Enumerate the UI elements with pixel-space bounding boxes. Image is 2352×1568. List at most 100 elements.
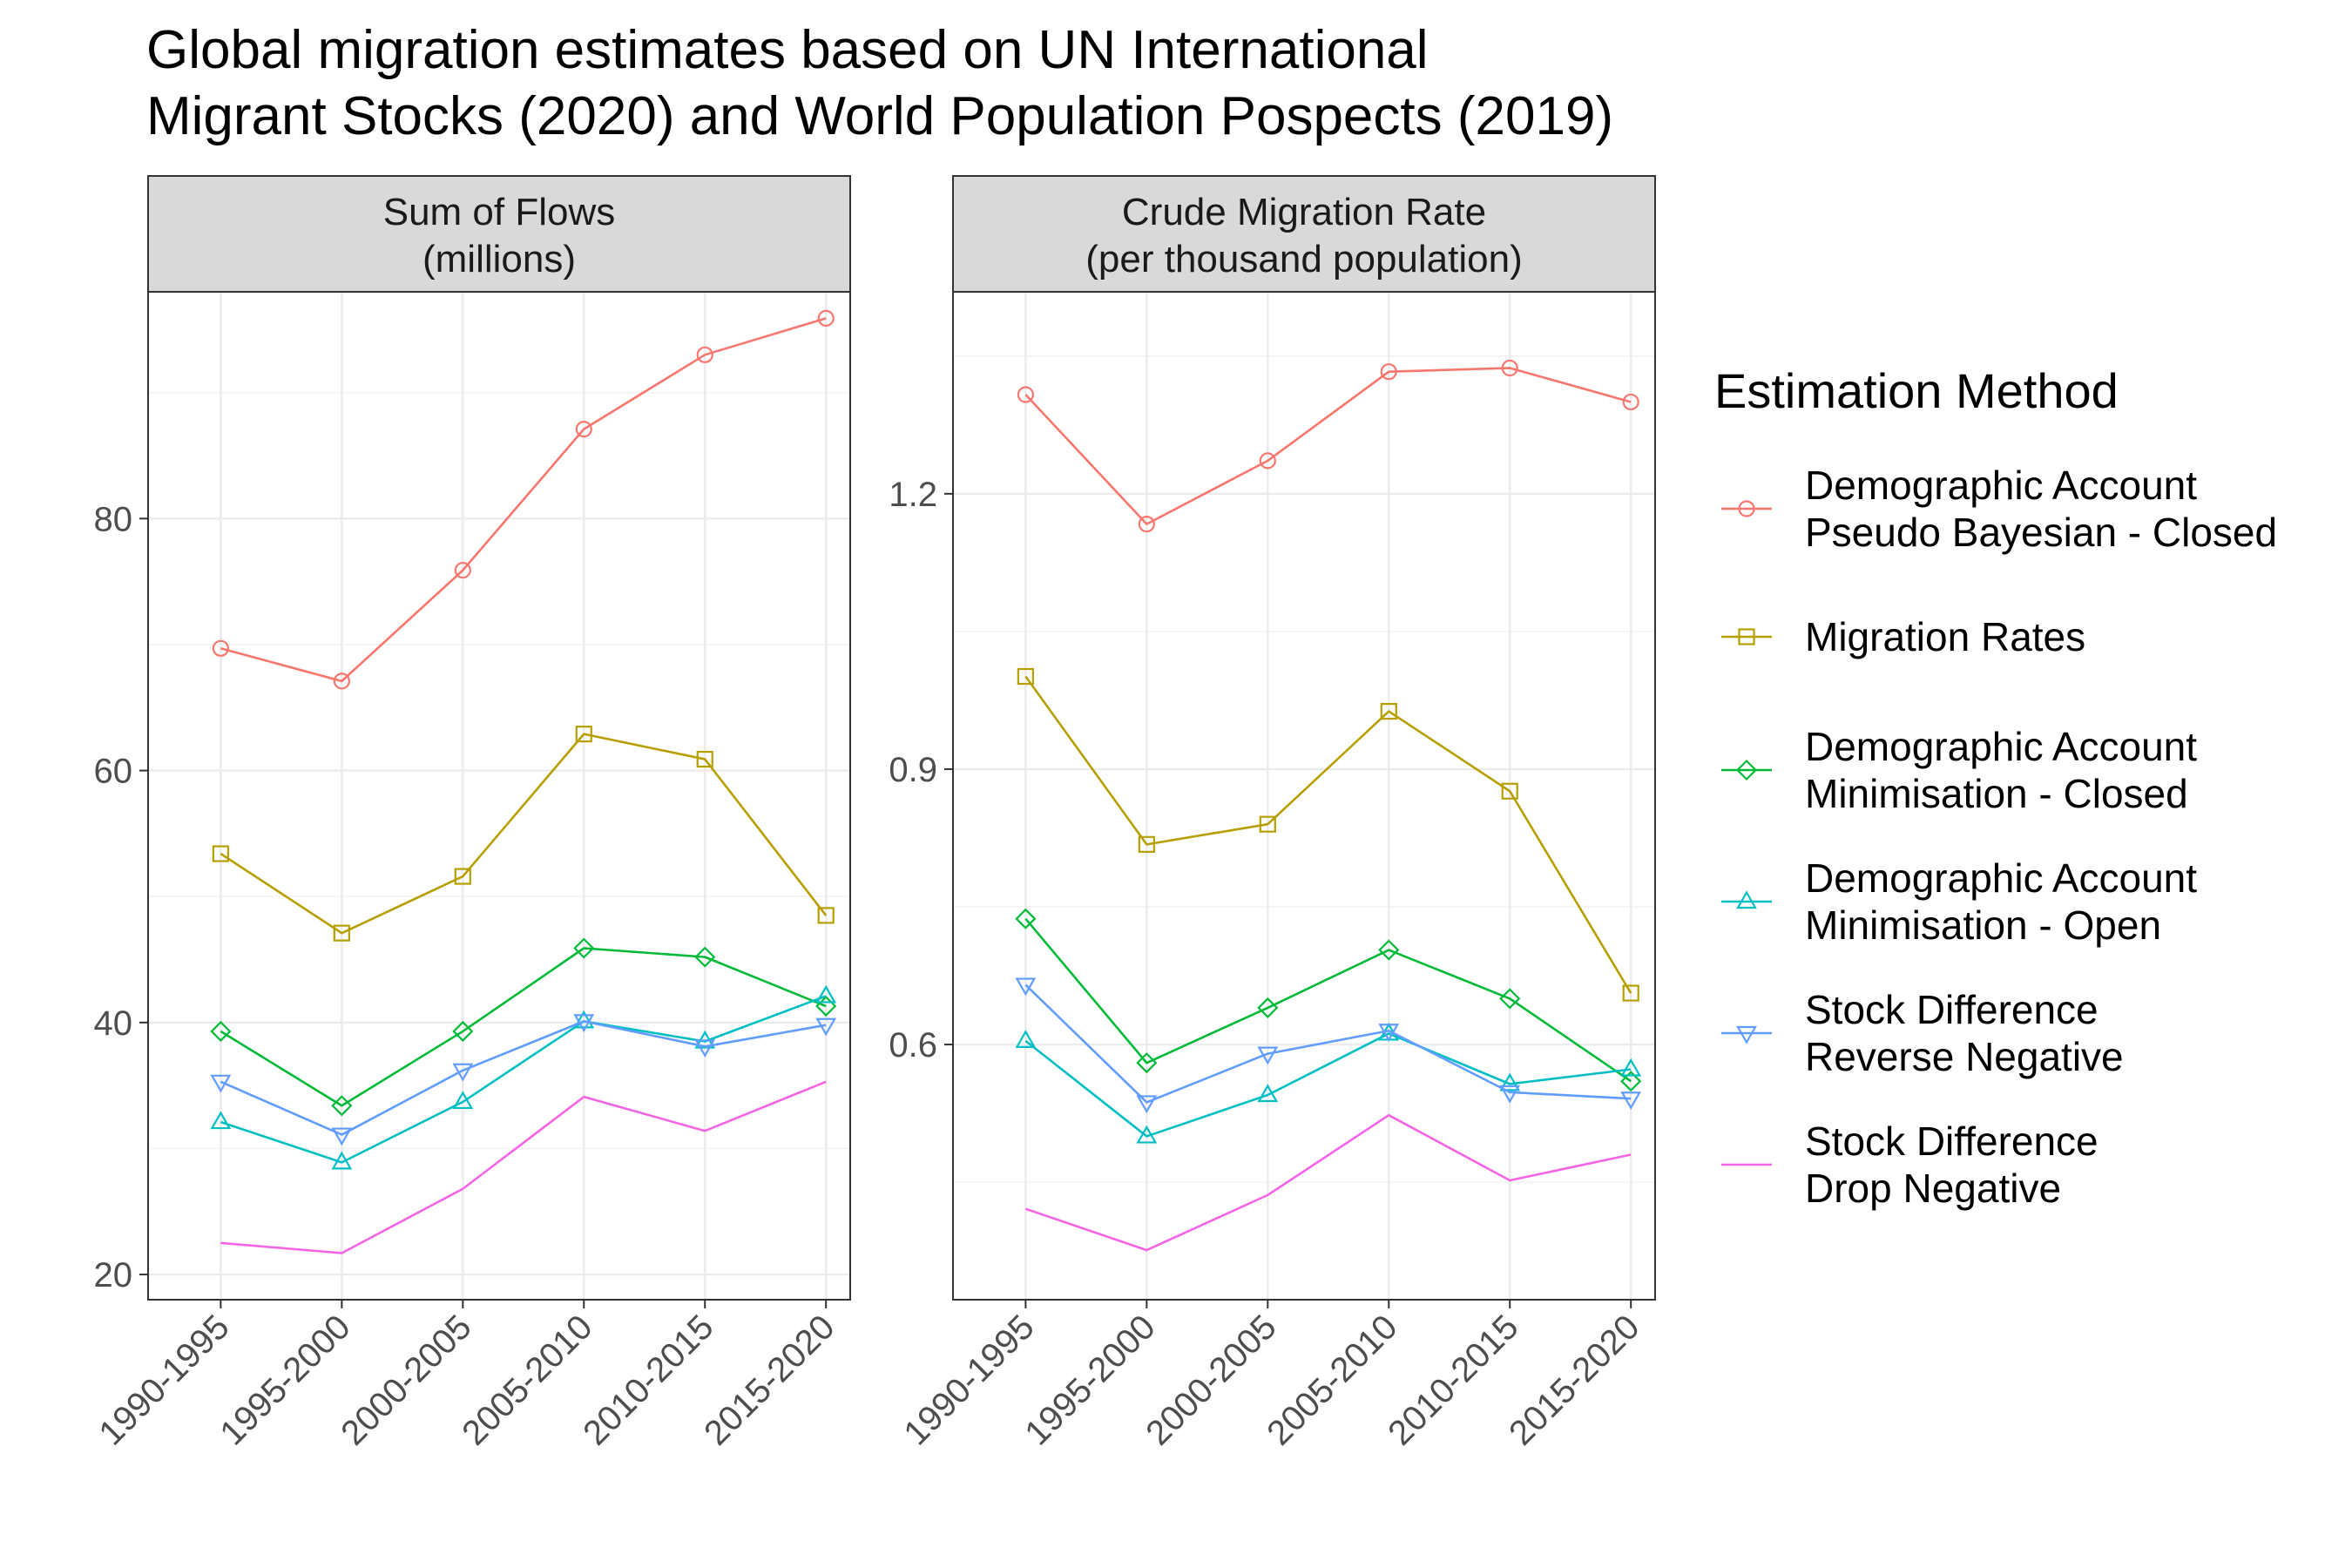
data-point: [1620, 1071, 1642, 1092]
legend-key-marker: [1738, 500, 1755, 517]
data-point: [696, 750, 713, 768]
legend-entry-label-line: Drop Negative: [1805, 1166, 2061, 1211]
data-point: [1622, 393, 1639, 411]
panel-border: [952, 291, 1656, 1301]
data-point: [573, 937, 595, 959]
data-point: [452, 1020, 474, 1043]
data-point: [1380, 702, 1397, 720]
data-point: [696, 346, 713, 363]
data-point: [1259, 815, 1276, 833]
series-line: [220, 317, 827, 683]
data-point: [573, 1010, 595, 1029]
y-axis-tick-label: 80: [94, 500, 133, 538]
data-point: [815, 984, 837, 1004]
plot-area: [953, 292, 1655, 1300]
data-point: [1620, 1092, 1642, 1110]
facet-strip-label-line: Sum of Flows: [383, 191, 616, 233]
data-point: [1378, 939, 1400, 961]
data-point: [212, 845, 229, 862]
data-point: [333, 924, 350, 942]
data-point: [575, 421, 592, 438]
data-point: [1499, 988, 1521, 1010]
y-axis-tick-label: 1.2: [889, 476, 937, 514]
panel-crude-migration-rate: Crude Migration Rate (per thousand popula…: [889, 175, 1656, 1453]
y-axis-tick-label: 60: [94, 753, 133, 791]
data-point: [452, 1091, 474, 1110]
data-point: [817, 309, 835, 327]
legend-key-marker: [1736, 1025, 1757, 1044]
data-point: [815, 1017, 837, 1037]
data-point: [1015, 977, 1037, 997]
series-line: [220, 733, 828, 935]
legend-key-marker: [1736, 890, 1757, 909]
series-line: [220, 947, 827, 1107]
series-line: [1024, 1032, 1632, 1138]
data-point: [1501, 359, 1518, 377]
facet-strip-label-line: Crude Migration Rate: [1122, 191, 1486, 233]
data-point: [331, 1095, 353, 1117]
data-point: [210, 1020, 232, 1043]
series-line: [1024, 917, 1632, 1083]
legend-entry-label-line: Minimisation - Open: [1805, 902, 2161, 948]
facet-strip: [147, 175, 851, 293]
legend-entry-label-line: Demographic Account: [1805, 855, 2197, 901]
data-point: [333, 672, 350, 690]
legend-key-marker: [1738, 628, 1755, 645]
data-point: [454, 562, 471, 579]
data-point: [1499, 1072, 1521, 1092]
chart-title-line-2: Migrant Stocks (2020) and World Populati…: [146, 86, 1613, 146]
data-point: [452, 1063, 474, 1082]
data-point: [1620, 1058, 1642, 1077]
data-point: [1015, 1030, 1037, 1048]
legend-entry-label-line: Minimisation - Closed: [1805, 771, 2188, 816]
legend-entry-label-line: Reverse Negative: [1805, 1034, 2124, 1079]
series-line: [220, 1080, 827, 1254]
data-point: [331, 1151, 353, 1170]
data-point: [212, 639, 229, 657]
panel-sum-of-flows: Sum of Flows(millions)204060801990-19951…: [91, 175, 851, 1453]
facet-strip: [952, 175, 1656, 293]
data-point: [210, 1074, 232, 1093]
data-point: [1017, 667, 1034, 686]
data-point: [1136, 1125, 1158, 1144]
legend-key-marker: [1735, 759, 1758, 781]
panel-border: [147, 291, 851, 1301]
data-point: [1015, 908, 1037, 929]
data-point: [1380, 363, 1397, 381]
facet-strip-label-line: (millions): [422, 238, 576, 280]
series-line: [220, 995, 827, 1164]
data-point: [1017, 386, 1034, 403]
data-point: [575, 726, 592, 743]
data-point: [331, 1127, 353, 1146]
facet-strip-label-line: (per thousand population): [1085, 238, 1522, 280]
data-point: [210, 1111, 232, 1130]
legend: Estimation Method Demographic AccountPse…: [1714, 363, 2277, 1211]
data-point: [1378, 1024, 1400, 1042]
y-axis-tick-label: 0.9: [889, 751, 937, 789]
data-point: [817, 907, 835, 924]
data-point: [694, 946, 716, 968]
legend-entry-label-line: Pseudo Bayesian - Closed: [1805, 510, 2277, 555]
data-point: [1136, 1095, 1158, 1114]
data-point: [1257, 1046, 1279, 1065]
data-point: [1499, 1085, 1521, 1104]
y-axis-tick-label: 0.6: [889, 1026, 937, 1064]
chart-title-line-1: Global migration estimates based on UN I…: [146, 20, 1429, 80]
legend-entry-label-line: Stock Difference: [1805, 987, 2099, 1032]
legend-entry-label-line: Demographic Account: [1805, 463, 2197, 508]
series-line: [1024, 367, 1632, 525]
series-line: [1024, 983, 1632, 1104]
legend-entry-label-line: Stock Difference: [1805, 1119, 2099, 1164]
data-point: [1501, 782, 1518, 800]
legend-title: Estimation Method: [1714, 363, 2119, 418]
data-point: [1622, 984, 1639, 1002]
legend-entry-label-line: Migration Rates: [1805, 614, 2085, 659]
data-point: [573, 1014, 595, 1033]
legend-entry-label-line: Demographic Account: [1805, 724, 2197, 769]
y-axis-tick-label: 20: [94, 1256, 133, 1294]
series-line: [1024, 675, 1632, 994]
data-point: [1136, 1052, 1158, 1074]
series-line: [220, 1020, 827, 1136]
data-point: [1257, 997, 1279, 1018]
